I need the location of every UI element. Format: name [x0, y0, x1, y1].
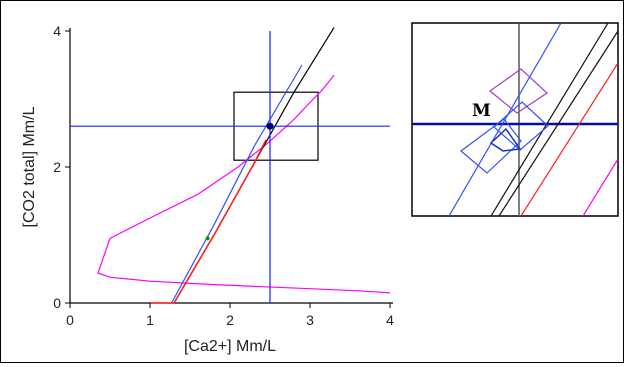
series-magenta-curve — [97, 74, 391, 294]
y-tick-label: 4 — [53, 23, 61, 39]
y-axis-label: [CO2 total] Mm/L — [21, 106, 38, 227]
series-red-line — [150, 139, 267, 304]
inset-blue-diamond-2 — [493, 101, 549, 151]
inset-annotation-m: M — [472, 101, 491, 121]
inset-blue-diamond-3 — [489, 127, 522, 152]
green-point — [205, 236, 210, 241]
inset-red-line — [520, 62, 618, 216]
x-tick-label: 0 — [66, 312, 74, 328]
inset-border — [411, 22, 619, 217]
y-tick-label: 2 — [53, 159, 61, 175]
main-plot — [69, 27, 393, 304]
main-ticks: 0 1 2 3 4 0 2 4 — [53, 23, 394, 328]
x-tick-label: 3 — [306, 312, 314, 328]
x-tick-label: 1 — [146, 312, 154, 328]
inset-black-line-2 — [498, 30, 618, 216]
x-tick-label: 2 — [226, 312, 234, 328]
inset-blue-diamond-1 — [460, 118, 522, 174]
x-axis-label: [Ca2+] Mm/L — [184, 338, 276, 355]
x-tick-label: 4 — [386, 312, 394, 328]
series-blue-line — [171, 64, 303, 304]
inset-black-line — [490, 23, 609, 216]
inset-magenta-line — [582, 158, 618, 216]
y-tick-label: 0 — [53, 295, 61, 311]
intersection-point — [266, 122, 274, 130]
inset-purple-diamond — [489, 68, 548, 114]
zoom-inset: M — [411, 22, 619, 217]
